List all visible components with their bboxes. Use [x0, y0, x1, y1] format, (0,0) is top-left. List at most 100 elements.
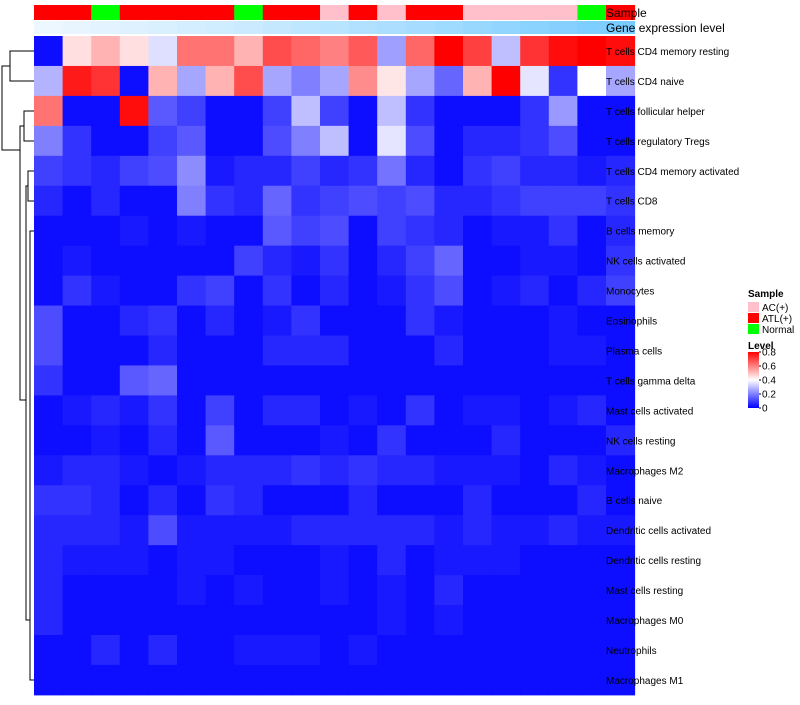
heatmap-cell: [320, 575, 350, 606]
heatmap-cell: [119, 245, 149, 277]
heatmap-cell: [148, 185, 178, 217]
heatmap-cell: [262, 155, 292, 187]
heatmap-cell: [405, 605, 435, 636]
heatmap-cell: [577, 185, 607, 217]
sample-annotation-cell: [262, 5, 292, 20]
heatmap-cell: [548, 335, 578, 366]
heatmap-cell: [463, 36, 493, 67]
expression-annotation-cell: [548, 21, 578, 34]
heatmap-cell: [62, 365, 92, 396]
heatmap-cell: [377, 485, 407, 516]
heatmap-cell: [262, 305, 292, 336]
heatmap-cell: [205, 455, 235, 486]
heatmap-cell: [434, 305, 464, 336]
heatmap-cell: [262, 95, 292, 127]
annotation-label-expression: Gene expression level: [606, 21, 725, 35]
heatmap-cell: [148, 275, 178, 307]
heatmap-cell: [606, 305, 636, 336]
heatmap-cell: [119, 65, 149, 97]
expression-annotation-cell: [148, 21, 178, 34]
sample-annotation-cell: [348, 5, 378, 20]
legend-label-atl: ATL(+): [762, 314, 792, 325]
heatmap-cell: [205, 365, 235, 396]
heatmap-cell: [62, 335, 92, 366]
heatmap-cell: [91, 545, 121, 576]
heatmap-cell: [62, 635, 92, 666]
heatmap-cell: [205, 485, 235, 516]
row-label: Dendritic cells resting: [606, 556, 701, 567]
level-tick-label: 0.8: [762, 348, 776, 359]
heatmap-cell: [62, 155, 92, 187]
sample-annotation-cell: [177, 5, 207, 20]
sample-annotation-cell: [377, 5, 407, 20]
level-tick-label: 0.6: [762, 362, 776, 373]
expression-annotation-cell: [377, 21, 407, 34]
heatmap-cell: [577, 425, 607, 456]
heatmap-cell: [320, 185, 350, 217]
dendrogram-branch: [1, 65, 20, 151]
heatmap-cell: [577, 455, 607, 486]
heatmap-cell: [606, 425, 636, 456]
heatmap-cell: [377, 515, 407, 546]
heatmap-cell: [606, 455, 636, 486]
heatmap-cell: [34, 395, 64, 426]
expression-annotation-cell: [320, 21, 350, 34]
heatmap-cell: [606, 335, 636, 366]
heatmap-cell: [205, 395, 235, 426]
heatmap-cell: [548, 305, 578, 336]
heatmap-cell: [291, 275, 321, 307]
heatmap-cell: [577, 605, 607, 636]
annotation-label-sample: Sample: [606, 6, 647, 20]
heatmap-cell: [491, 125, 521, 157]
heatmap-cell: [520, 545, 550, 576]
heatmap-cell: [177, 635, 207, 666]
heatmap-cell: [234, 365, 264, 396]
heatmap-cell: [463, 95, 493, 127]
heatmap-cell: [177, 95, 207, 127]
heatmap-cell: [463, 605, 493, 636]
heatmap-cell: [234, 335, 264, 366]
heatmap-cell: [577, 575, 607, 606]
row-label: T cells regulatory Tregs: [606, 137, 710, 148]
heatmap-cell: [91, 95, 121, 127]
heatmap-cell: [520, 245, 550, 277]
heatmap-cell: [320, 545, 350, 576]
heatmap-cell: [606, 245, 636, 277]
heatmap-cell: [606, 575, 636, 606]
heatmap-cell: [405, 575, 435, 606]
heatmap-cell: [91, 245, 121, 277]
heatmap-cell: [606, 395, 636, 426]
heatmap-cell: [205, 125, 235, 157]
heatmap-cell: [577, 36, 607, 67]
heatmap-cell: [205, 635, 235, 666]
row-label: T cells CD8: [606, 197, 658, 208]
heatmap-cell: [434, 95, 464, 127]
expression-annotation-cell: [177, 21, 207, 34]
heatmap-cell: [205, 305, 235, 336]
heatmap-cell: [119, 395, 149, 426]
heatmap-cell: [119, 455, 149, 486]
heatmap-cell: [405, 36, 435, 67]
heatmap-cell: [320, 305, 350, 336]
heatmap-cell: [405, 485, 435, 516]
heatmap-cell: [291, 425, 321, 456]
heatmap-cell: [463, 515, 493, 546]
heatmap-cell: [520, 425, 550, 456]
heatmap-cell: [348, 575, 378, 606]
heatmap-cell: [34, 36, 64, 67]
heatmap-cell: [348, 365, 378, 396]
heatmap-cell: [91, 125, 121, 157]
heatmap-cell: [491, 335, 521, 366]
heatmap-cell: [234, 245, 264, 277]
row-label: Eosinophils: [606, 317, 657, 328]
heatmap-cell: [548, 65, 578, 97]
heatmap-cell: [205, 155, 235, 187]
heatmap-cell: [348, 155, 378, 187]
heatmap-cell: [234, 485, 264, 516]
heatmap-cell: [62, 425, 92, 456]
heatmap-cell: [291, 515, 321, 546]
legend-swatch-ac: [748, 302, 759, 312]
heatmap-cell: [62, 575, 92, 606]
heatmap-cell: [177, 185, 207, 217]
heatmap-cell: [520, 515, 550, 546]
